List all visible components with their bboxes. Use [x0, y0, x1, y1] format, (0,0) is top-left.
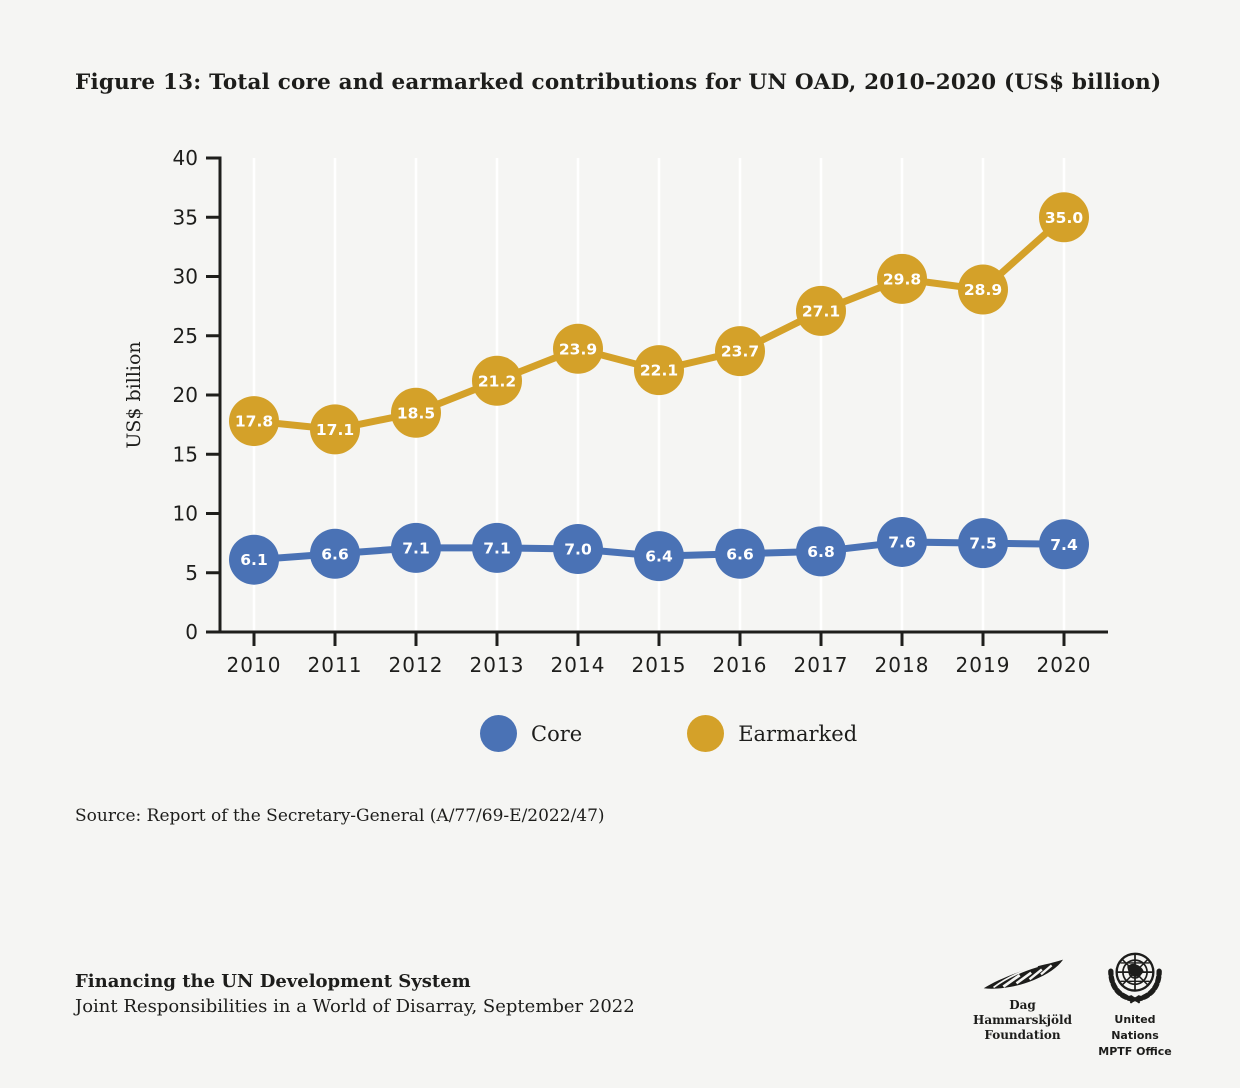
x-axis-ticks: 2010 2011 2012 2013 2014 2015 2016 2017 2018 2019… [227, 632, 1092, 677]
earmarked-legend-dot [687, 715, 725, 752]
svg-text:2018: 2018 [875, 653, 930, 677]
svg-text:7.4: 7.4 [1050, 536, 1078, 554]
contributions-line-chart: 0 5 10 15 20 25 30 35 40 2010 2011 2012 2013 2014 2015… [123, 146, 1108, 677]
svg-text:2020: 2020 [1037, 653, 1092, 677]
svg-text:2017: 2017 [794, 653, 849, 677]
svg-text:21.2: 21.2 [478, 372, 516, 390]
report-subtitle: Joint Responsibilities in a World of Dis… [75, 996, 635, 1017]
un-logo-line1: United Nations [1111, 1013, 1159, 1042]
report-title: Financing the UN Development System [75, 971, 471, 992]
core-legend-label: Core [531, 721, 583, 746]
svg-text:6.6: 6.6 [321, 545, 348, 563]
svg-text:10: 10 [173, 502, 198, 526]
svg-text:20: 20 [173, 383, 198, 407]
un-logo-caption: United Nations MPTF Office [1094, 1012, 1176, 1060]
un-logo: United Nations MPTF Office [1094, 948, 1176, 1060]
svg-text:27.1: 27.1 [802, 302, 840, 320]
dhf-logo-caption: Dag Hammarskjöld Foundation [965, 998, 1080, 1043]
svg-text:23.9: 23.9 [559, 340, 597, 358]
svg-text:2013: 2013 [470, 653, 525, 677]
svg-text:17.8: 17.8 [235, 413, 273, 431]
svg-text:2011: 2011 [308, 653, 363, 677]
core-legend-dot [480, 715, 517, 752]
svg-text:29.8: 29.8 [883, 270, 921, 288]
svg-text:6.1: 6.1 [240, 551, 267, 569]
legend-item-earmarked: Earmarked [687, 715, 857, 752]
earmarked-legend-label: Earmarked [738, 721, 858, 746]
svg-text:23.7: 23.7 [721, 343, 759, 361]
svg-text:25: 25 [173, 324, 198, 348]
dhf-logo: Dag Hammarskjöld Foundation [965, 958, 1080, 1043]
chart-legend: Core Earmarked [480, 715, 857, 752]
y-axis-title: US$ billion [123, 341, 145, 448]
svg-text:2016: 2016 [713, 653, 768, 677]
svg-text:15: 15 [173, 442, 198, 466]
svg-text:6.4: 6.4 [645, 548, 673, 566]
svg-text:40: 40 [173, 146, 198, 170]
svg-text:7.5: 7.5 [969, 535, 996, 553]
dhf-leaf-icon [983, 959, 1063, 989]
figure-title: Figure 13: Total core and earmarked cont… [75, 70, 1162, 95]
svg-text:2010: 2010 [227, 653, 282, 677]
svg-text:17.1: 17.1 [316, 421, 354, 439]
svg-text:35: 35 [173, 205, 198, 229]
un-logo-line2: MPTF Office [1098, 1045, 1172, 1058]
dhf-logo-line2: Foundation [984, 1028, 1061, 1042]
y-axis-ticks: 0 5 10 15 20 25 30 35 40 [173, 146, 220, 644]
svg-text:2015: 2015 [632, 653, 687, 677]
svg-text:22.1: 22.1 [640, 362, 678, 380]
report-footer: Financing the UN Development System Join… [75, 969, 635, 1019]
series-points-earmarked: 17.8 17.1 18.5 21.2 23.9 22.1 23.7 27.1 29.8 28.9… [229, 192, 1089, 455]
svg-text:7.6: 7.6 [888, 533, 915, 551]
svg-text:5: 5 [185, 561, 198, 585]
svg-text:7.1: 7.1 [402, 539, 429, 557]
dhf-logo-line1: Dag Hammarskjöld [973, 998, 1072, 1027]
svg-text:35.0: 35.0 [1045, 209, 1083, 227]
source-note: Source: Report of the Secretary-General … [75, 806, 605, 826]
svg-text:7.0: 7.0 [564, 541, 592, 559]
legend-item-core: Core [480, 715, 582, 752]
svg-text:6.6: 6.6 [726, 545, 753, 563]
svg-text:0: 0 [185, 620, 198, 644]
svg-text:2012: 2012 [389, 653, 444, 677]
svg-text:6.8: 6.8 [807, 543, 834, 561]
svg-text:2014: 2014 [551, 653, 606, 677]
svg-text:7.1: 7.1 [483, 539, 510, 557]
svg-text:30: 30 [173, 265, 198, 289]
un-emblem-icon [1108, 952, 1162, 1004]
svg-text:18.5: 18.5 [397, 404, 435, 422]
series-points-core: 6.1 6.6 7.1 7.1 7.0 6.4 6.6 6.8 7.6 7.5 7.4 [229, 516, 1089, 585]
svg-text:2019: 2019 [956, 653, 1011, 677]
svg-text:28.9: 28.9 [964, 281, 1002, 299]
